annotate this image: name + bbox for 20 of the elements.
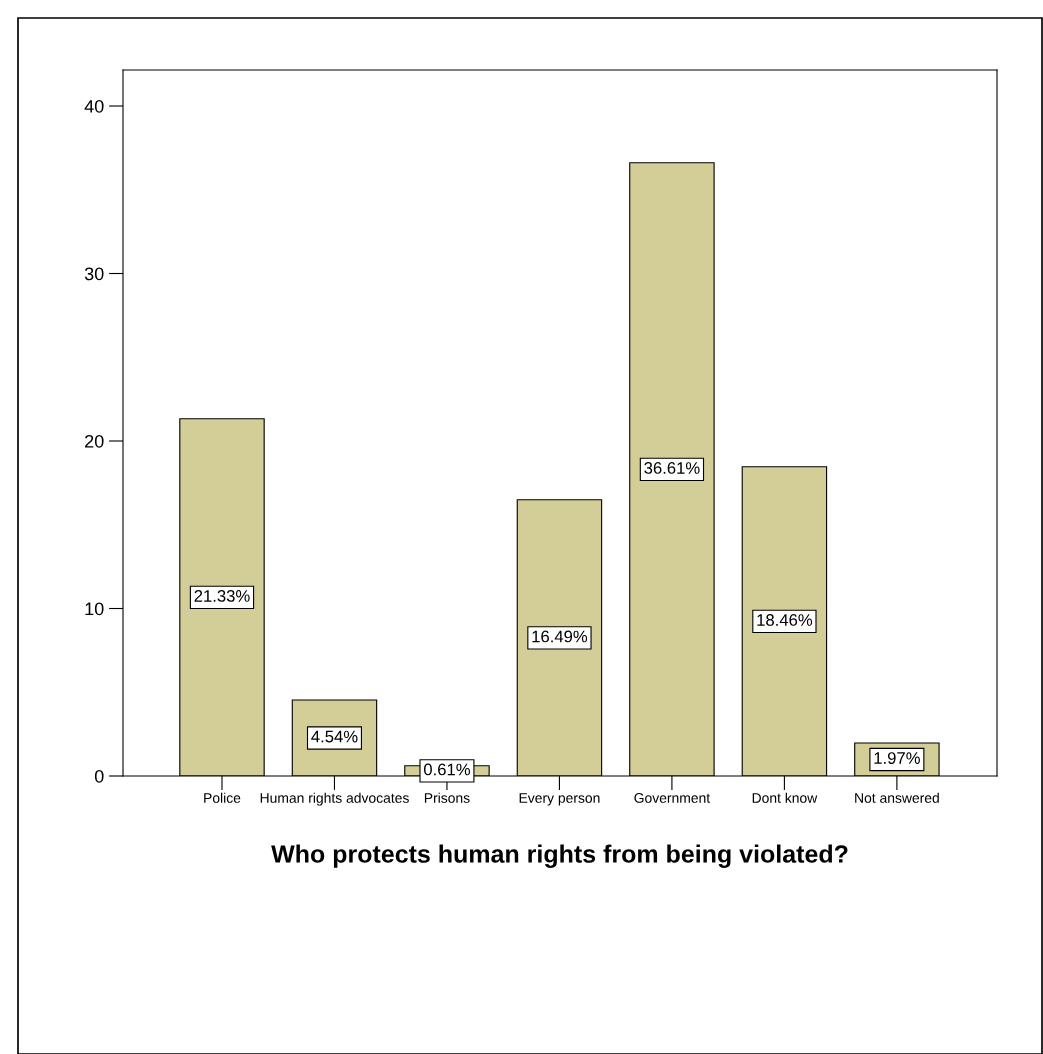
data-label: 18.46% [757, 614, 813, 626]
data-label: 0.61% [423, 763, 470, 776]
x-tick-label: Government [634, 793, 711, 803]
x-tick-label: Human rights advocates [260, 792, 409, 806]
y-tick-label: 30 [84, 267, 104, 281]
x-tick-label: Police [204, 792, 241, 803]
x-tick-label: Not answered [855, 792, 939, 803]
x-tick-label: Every person [519, 793, 600, 806]
y-tick-label: 40 [84, 99, 104, 113]
y-tick-label: 20 [85, 434, 104, 448]
x-tick-label: Prisons [424, 792, 470, 803]
data-label: 4.54% [311, 730, 358, 743]
x-axis-title: Who protects human rights from being violated? [271, 844, 848, 868]
data-label: 21.33% [194, 590, 250, 602]
data-label: 36.61% [644, 462, 700, 474]
y-tick-label: 10 [85, 602, 104, 616]
y-tick-label: 0 [94, 769, 104, 783]
x-tick-label: Dont know [752, 792, 818, 803]
data-label: 16.49% [532, 630, 588, 643]
data-label: 1.97% [874, 752, 920, 764]
